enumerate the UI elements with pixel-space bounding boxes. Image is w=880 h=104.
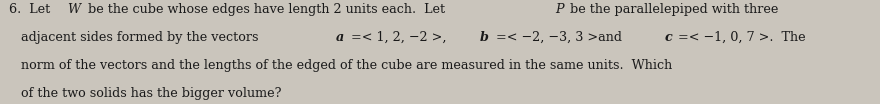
Text: c: c (664, 31, 672, 44)
Text: P: P (555, 3, 564, 16)
Text: be the cube whose edges have length 2 units each.  Let: be the cube whose edges have length 2 un… (84, 3, 450, 16)
Text: b: b (480, 31, 489, 44)
Text: W: W (67, 3, 80, 16)
Text: =< 1, 2, −2 >,: =< 1, 2, −2 >, (347, 31, 450, 44)
Text: norm of the vectors and the lengths of the edged of the cube are measured in the: norm of the vectors and the lengths of t… (9, 59, 672, 72)
Text: 6.  Let: 6. Let (9, 3, 54, 16)
Text: of the two solids has the bigger volume?: of the two solids has the bigger volume? (9, 87, 282, 100)
Text: =< −2, −3, 3 >and: =< −2, −3, 3 >and (492, 31, 626, 44)
Text: be the parallelepiped with three: be the parallelepiped with three (567, 3, 779, 16)
Text: a: a (336, 31, 344, 44)
Text: adjacent sides formed by the vectors: adjacent sides formed by the vectors (9, 31, 262, 44)
Text: =< −1, 0, 7 >.  The: =< −1, 0, 7 >. The (674, 31, 806, 44)
